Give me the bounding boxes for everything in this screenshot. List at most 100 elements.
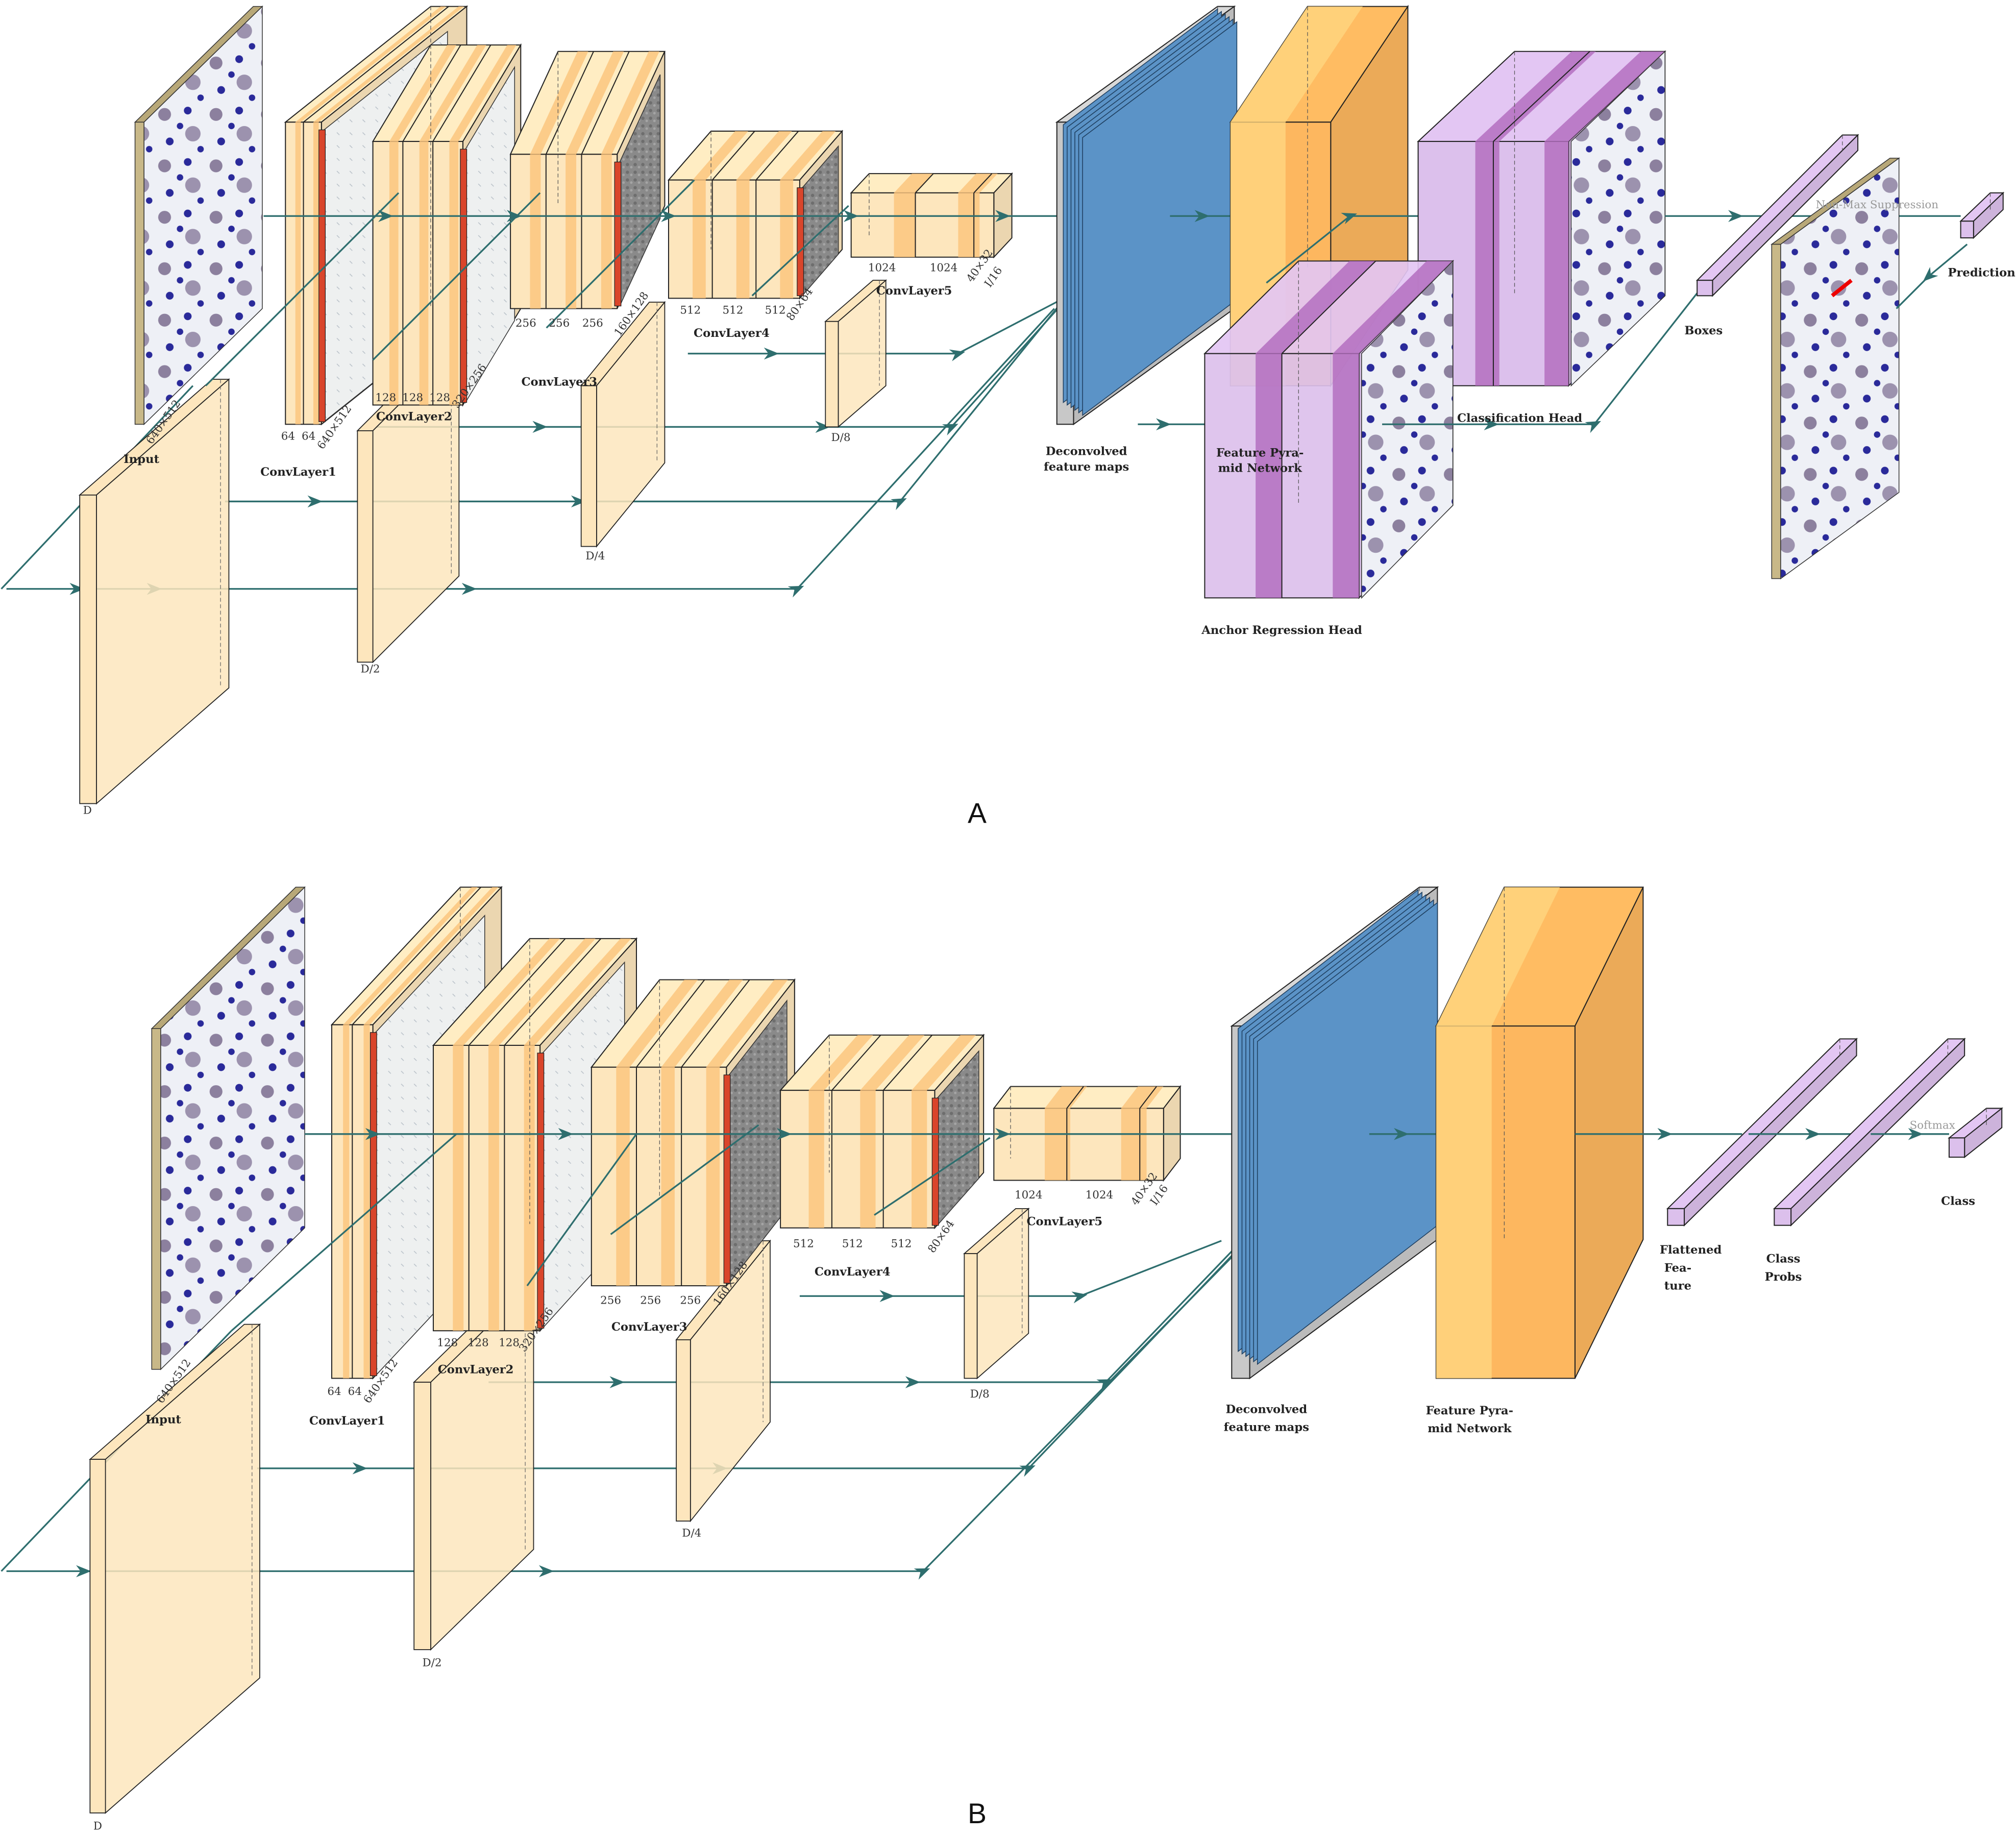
- d-label: D: [93, 1820, 102, 1833]
- flattened-feature-vector: [1666, 1037, 1858, 1227]
- conv4-stripe-top: [808, 1035, 873, 1091]
- boxes-vector-front: [1697, 280, 1713, 297]
- conv2-channel: 128: [468, 1336, 489, 1349]
- fpn-label: Feature Pyra-: [1426, 1404, 1513, 1417]
- conv5-stripe: [894, 192, 916, 257]
- conv5: [993, 1085, 1182, 1182]
- conv3-stripe-top: [706, 979, 788, 1067]
- conv1-divider: [352, 887, 481, 1025]
- conv3-stripe: [616, 1067, 630, 1286]
- conv2-channel: 128: [499, 1336, 520, 1349]
- flattened-feature-vector-side: [1684, 1037, 1857, 1227]
- conv1-channel: 64: [348, 1385, 362, 1398]
- skip-line-d2: [225, 303, 1062, 510]
- class-output-vector: [1948, 1107, 2004, 1159]
- d8-plane-face: [976, 1207, 1029, 1380]
- conv4-stripe: [693, 180, 706, 299]
- input-image-face: [160, 886, 305, 1370]
- conv4-stripe: [860, 1090, 876, 1228]
- d2-label: D/2: [422, 1657, 441, 1670]
- conv3-stripe-top: [661, 979, 743, 1067]
- conv3-stripe: [566, 154, 577, 309]
- conv4-stripe-top: [912, 1035, 976, 1091]
- conv3-stripe: [601, 154, 612, 309]
- d2-plane-front: [413, 1382, 431, 1650]
- class-output-vector-front: [1948, 1137, 1965, 1158]
- panel-a-label: A: [968, 797, 987, 829]
- conv3-stripe: [661, 1067, 675, 1286]
- d2-plane-front: [357, 430, 374, 663]
- deconv-feature-maps: [1230, 886, 1439, 1380]
- d-plane: [78, 378, 230, 805]
- conv2-front: [432, 1044, 541, 1332]
- fpn-label-2: mid Network: [1218, 461, 1302, 475]
- fpn-block-stripe-top: [1230, 6, 1363, 122]
- anchor-head-image: [1361, 260, 1454, 599]
- fpn-label-2: mid Network: [1428, 1422, 1512, 1435]
- conv4-stripe: [780, 180, 794, 299]
- conv3-channel: 256: [600, 1294, 621, 1307]
- input-image: [151, 886, 306, 1370]
- conv2-stripe-top: [449, 45, 517, 142]
- classification-head-image: [1570, 50, 1665, 387]
- conv5-label: ConvLayer5: [1027, 1215, 1103, 1229]
- fpn-label: Feature Pyra-: [1216, 446, 1304, 459]
- prediction-arrow: [1896, 243, 1968, 309]
- d-label: D: [83, 804, 92, 817]
- fpn-block: [1435, 887, 1644, 1379]
- conv5-divider: [973, 173, 993, 193]
- d-plane-face: [96, 378, 230, 805]
- conv2-stripe-top: [488, 938, 596, 1045]
- conv1-channel: 64: [281, 430, 295, 443]
- classification-head: [1417, 50, 1666, 387]
- conv2-stripe: [453, 1045, 464, 1331]
- anchor-regression-head-stripe: [1333, 353, 1359, 598]
- classification-head-stripe-top: [1544, 51, 1665, 142]
- anchor-regression-head-stripe-top: [1333, 261, 1453, 354]
- prediction-label: Prediction: [1948, 266, 2015, 280]
- d2-label: D/2: [361, 663, 380, 675]
- conv2-activation-slab: [537, 1052, 545, 1329]
- conv3-divider: [581, 51, 630, 155]
- conv1-channel: 64: [302, 430, 315, 443]
- conv2-divider: [468, 938, 566, 1046]
- conv1-stripe: [295, 122, 301, 425]
- conv2-front: [372, 141, 463, 406]
- conv1-activation-slab: [318, 129, 326, 422]
- d-plane: [89, 1323, 261, 1814]
- conv3-activation-slab: [614, 161, 622, 307]
- conv3-front: [591, 1066, 727, 1287]
- conv4-front: [668, 179, 800, 299]
- conv2-stripe: [419, 141, 429, 405]
- deconv-label: Deconvolved: [1046, 445, 1127, 458]
- input-label: Input: [124, 453, 159, 466]
- class-probs-label: Class: [1766, 1253, 1801, 1266]
- conv2-stripe: [524, 1045, 535, 1331]
- d4-plane: [675, 1239, 771, 1523]
- d8-label: D/8: [970, 1388, 990, 1401]
- conv2-channel: 128: [429, 391, 450, 404]
- classification-head-stripe: [1544, 141, 1569, 386]
- conv4-activation-slab: [931, 1097, 939, 1226]
- up-skip-1: [231, 1133, 457, 1332]
- conv2-stripe: [449, 141, 459, 405]
- conv4-label: ConvLayer4: [694, 327, 770, 340]
- conv4-divider: [831, 1035, 881, 1091]
- up-skip-2: [372, 192, 541, 361]
- conv1-label: ConvLayer1: [260, 465, 336, 479]
- panel-a: [1, 5, 2005, 805]
- conv2-channel: 128: [375, 391, 396, 404]
- conv3-stripe-top: [530, 51, 588, 155]
- conv5-stripe-top: [1045, 1086, 1087, 1109]
- conv2-stripe: [389, 141, 399, 405]
- up-skip-4: [874, 1137, 991, 1216]
- conv4-stripe-top: [693, 131, 748, 180]
- conv3-stripe-top: [616, 979, 698, 1067]
- deconv-label-2: feature maps: [1224, 1421, 1309, 1434]
- d-plane-face: [105, 1323, 260, 1814]
- conv3-channel: 256: [680, 1294, 701, 1307]
- conv5-stripe: [1121, 1108, 1147, 1181]
- conv4-stripe: [736, 180, 750, 299]
- conv4-channel: 512: [680, 304, 701, 317]
